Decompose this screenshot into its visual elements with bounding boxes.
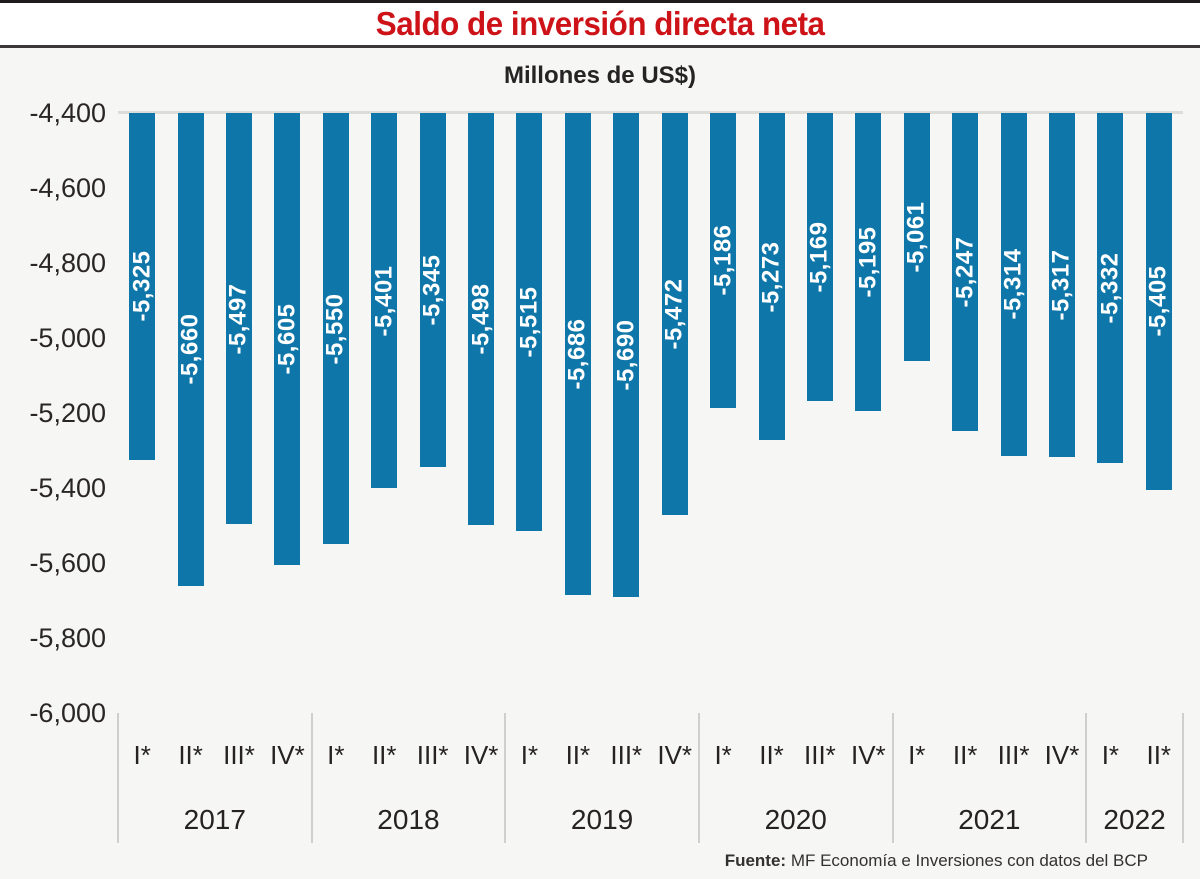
x-axis-quarter-label: I*	[133, 740, 151, 770]
x-axis-quarter-label: II*	[565, 740, 591, 770]
x-axis-quarter-label: II*	[952, 740, 978, 770]
year-group-separator	[891, 713, 894, 843]
bar-II-value: -5,660	[176, 113, 204, 586]
bar-III-value: -5,345	[418, 113, 446, 468]
year-group-separator	[504, 713, 507, 843]
bar-IV-value: -5,317	[1047, 113, 1075, 457]
bar-value-label: -5,325	[128, 250, 156, 322]
bar-value-label: -5,273	[757, 241, 785, 313]
y-axis-tick-label: -5,400	[29, 473, 106, 503]
bar-I-value: -5,061	[902, 113, 930, 361]
bar-value-label: -5,472	[660, 278, 688, 350]
year-group-separator	[1085, 713, 1088, 843]
bar-III-value: -5,497	[225, 113, 253, 525]
x-axis-quarter-label: III*	[997, 740, 1030, 770]
title-band: Saldo de inversión directa neta	[0, 0, 1200, 48]
chart-subtitle: Millones de US$)	[503, 62, 697, 89]
bar-II-value: -5,273	[757, 113, 785, 441]
y-axis-tick-label: -5,000	[29, 323, 106, 353]
x-axis-quarter-label: I*	[714, 740, 732, 770]
y-axis-tick-label: -4,400	[29, 98, 106, 128]
year-group-separator	[697, 713, 700, 843]
x-axis-quarter-label: III*	[610, 740, 643, 770]
bar-value-label: -5,345	[418, 254, 446, 326]
bar-value-label: -5,195	[854, 226, 882, 298]
x-axis-quarter-label: I*	[1101, 740, 1120, 770]
x-axis-quarter-label: II*	[178, 740, 203, 770]
y-axis-tick-label: -5,200	[29, 398, 106, 428]
bar-III-value: -5,169	[805, 113, 833, 402]
x-axis-quarter-label: II*	[759, 740, 784, 770]
x-axis-quarter-label: IV*	[1044, 740, 1080, 770]
source-text: MF Economía e Inversiones con datos del …	[786, 851, 1148, 870]
x-axis-quarter-label: I*	[908, 740, 926, 770]
bar-II-value: -5,686	[563, 113, 591, 596]
x-axis-quarter-label: IV*	[270, 740, 305, 770]
bar-II-value: -5,405	[1144, 113, 1172, 490]
x-axis-quarter-label: II*	[1146, 740, 1172, 770]
y-axis-tick-label: -5,800	[29, 623, 106, 653]
bar-value-label: -5,186	[709, 224, 737, 296]
y-axis-tick-label: -4,800	[29, 248, 106, 278]
x-axis-year-label: 2022	[1103, 804, 1166, 835]
year-group-separator	[117, 713, 119, 843]
bar-value-label: -5,515	[515, 286, 543, 358]
axis-baseline	[118, 111, 1183, 114]
bar-II-value: -5,247	[951, 113, 979, 431]
bar-I-value: -5,515	[515, 113, 543, 532]
x-axis-year-label: 2018	[377, 804, 440, 835]
x-axis-quarter-label: IV*	[850, 740, 886, 770]
bar-value-label: -5,497	[225, 283, 253, 355]
x-axis-quarter-label: III*	[416, 740, 449, 770]
bar-value-label: -5,690	[612, 319, 640, 391]
x-axis-quarter-label: III*	[223, 740, 255, 770]
source-note: Fuente: MF Economía e Inversiones con da…	[725, 851, 1148, 871]
x-axis-quarter-label: II*	[371, 740, 397, 770]
y-axis-tick-label: -4,600	[29, 173, 106, 203]
bar-value-label: -5,660	[176, 313, 204, 385]
x-axis-year-label: 2021	[958, 804, 1021, 835]
bar-III-value: -5,314	[999, 113, 1027, 456]
x-axis-quarter-label: I*	[327, 740, 345, 770]
bar-value-label: -5,605	[273, 303, 301, 375]
bar-value-label: -5,550	[321, 293, 349, 365]
bar-value-label: -5,247	[951, 236, 979, 308]
bar-value-label: -5,405	[1144, 265, 1172, 337]
bar-value-label: -5,061	[902, 201, 930, 273]
x-axis-quarter-label: IV*	[657, 740, 693, 770]
bar-IV-value: -5,472	[660, 113, 688, 515]
source-label: Fuente:	[724, 851, 787, 870]
y-axis-tick-label: -6,000	[29, 698, 106, 728]
bar-I-value: -5,325	[128, 113, 156, 460]
y-axis-tick-label: -5,600	[29, 548, 106, 578]
x-axis-year-label: 2020	[764, 804, 827, 835]
bar-I-value: -5,186	[709, 113, 737, 408]
bar-value-label: -5,401	[370, 265, 398, 337]
bar-I-value: -5,332	[1096, 113, 1124, 463]
year-group-separator	[1182, 713, 1184, 843]
bar-IV-value: -5,605	[273, 113, 301, 565]
x-axis-quarter-label: III*	[804, 740, 836, 770]
chart-title: Saldo de inversión directa neta	[375, 5, 825, 42]
x-axis-quarter-label: I*	[520, 740, 539, 770]
bar-II-value: -5,401	[370, 113, 398, 489]
bar-value-label: -5,169	[805, 221, 833, 293]
bar-IV-value: -5,498	[467, 113, 495, 525]
x-axis-quarter-label: IV*	[463, 740, 499, 770]
bar-value-label: -5,686	[563, 318, 591, 390]
x-axis-year-label: 2017	[183, 804, 246, 835]
bar-value-label: -5,314	[999, 248, 1027, 320]
bar-value-label: -5,317	[1047, 249, 1075, 321]
bar-value-label: -5,332	[1096, 252, 1124, 324]
bar-I-value: -5,550	[321, 113, 349, 545]
year-group-separator	[310, 713, 313, 843]
bar-value-label: -5,498	[467, 283, 495, 355]
x-axis-year-label: 2019	[570, 804, 634, 835]
bar-III-value: -5,690	[612, 113, 640, 597]
bar-IV-value: -5,195	[854, 113, 882, 412]
